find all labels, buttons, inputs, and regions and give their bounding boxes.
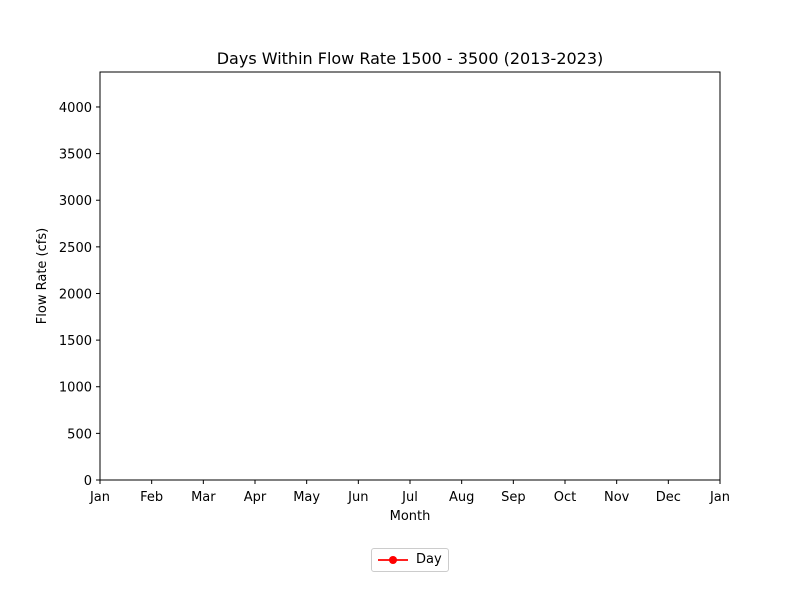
x-tick-label: Oct (554, 490, 576, 505)
x-axis-label: Month (390, 509, 431, 524)
y-axis-label: Flow Rate (cfs) (35, 228, 50, 324)
y-tick-label: 3500 (59, 148, 92, 163)
legend: Day (371, 548, 449, 572)
x-tick-label: Jan (709, 490, 730, 505)
x-tick-label: Apr (244, 490, 267, 505)
x-tick-label: Jan (89, 490, 110, 505)
plot-area (99, 71, 721, 481)
y-tick-label: 1500 (59, 334, 92, 349)
y-tick-label: 4000 (59, 101, 92, 116)
x-tick-label: Nov (604, 490, 630, 505)
x-tick-label: May (293, 490, 320, 505)
x-axis: Jan Feb Mar Apr May Jun Jul Aug Sep Oct Nov Dec Jan (89, 480, 730, 505)
y-tick-label: 0 (84, 474, 92, 489)
x-tick-label: Sep (501, 490, 526, 505)
x-tick-label: Feb (140, 490, 163, 505)
y-tick-label: 3000 (59, 194, 92, 209)
y-tick-label: 2000 (59, 287, 92, 302)
y-tick-label: 1000 (59, 381, 92, 396)
y-tick-label: 500 (67, 427, 92, 442)
legend-marker-icon (378, 556, 408, 564)
x-tick-label: Jun (347, 490, 368, 505)
y-tick-label: 2500 (59, 241, 92, 256)
x-tick-label: Aug (449, 490, 474, 505)
chart-title: Days Within Flow Rate 1500 - 3500 (2013-… (217, 49, 604, 68)
x-tick-label: Mar (191, 490, 216, 505)
x-tick-label: Dec (656, 490, 681, 505)
x-tick-label: Jul (401, 490, 418, 505)
y-axis: 0 500 1000 1500 2000 2500 3000 3500 4000 (59, 101, 100, 489)
legend-label: Day (416, 552, 442, 567)
